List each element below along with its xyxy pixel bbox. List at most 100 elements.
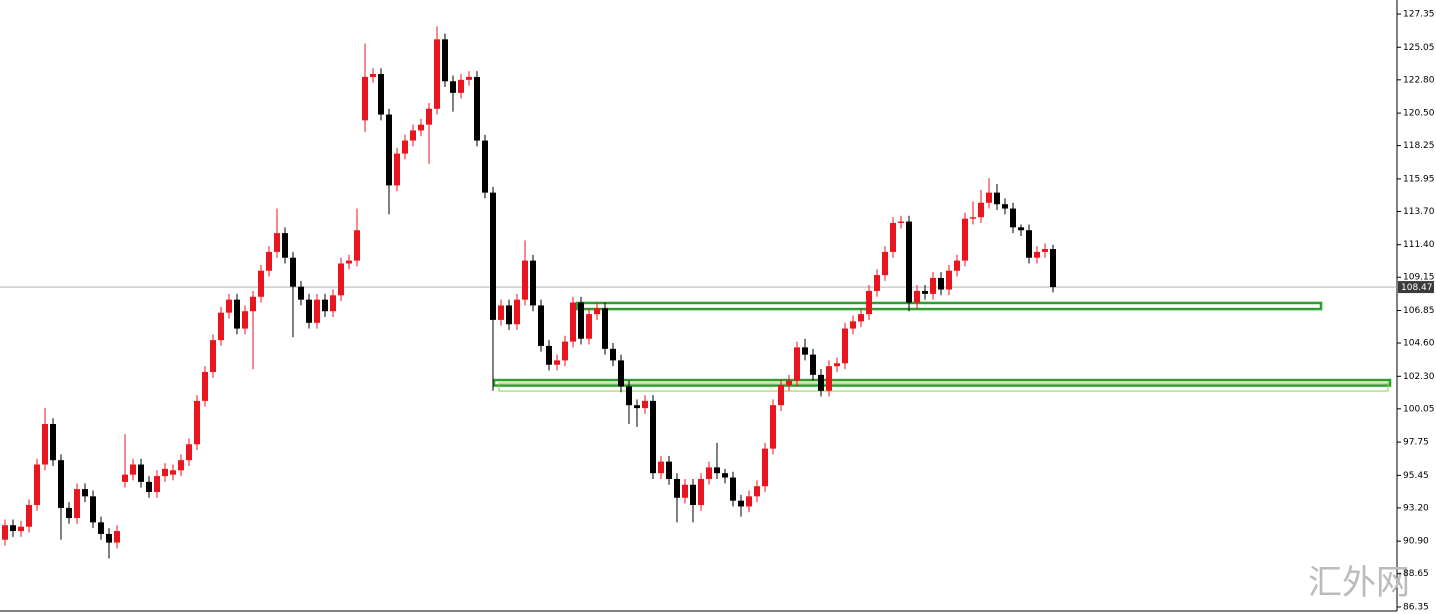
y-tick-label: 109.15 (1403, 273, 1435, 283)
candle-body (354, 230, 360, 261)
candle-body (954, 260, 960, 271)
candle-body (978, 202, 984, 218)
candle-body (522, 260, 528, 300)
candle-body (1010, 208, 1016, 228)
y-tick-label: 111.40 (1403, 240, 1435, 250)
candle-body (858, 314, 864, 322)
candle-body (306, 299, 312, 323)
current-price-box (1398, 281, 1434, 294)
candle-body (50, 424, 56, 461)
candle-body (650, 400, 656, 474)
candle-body (490, 192, 496, 320)
candle-body (386, 114, 392, 186)
candle-body (850, 321, 856, 329)
candle-body (82, 489, 88, 497)
watermark: 汇外网 (1308, 563, 1410, 603)
candle-body (698, 478, 704, 506)
candle-body (514, 299, 520, 325)
candle-body (90, 496, 96, 523)
candle-body (130, 464, 136, 475)
candle-body (458, 79, 464, 93)
y-tick-label: 106.85 (1403, 306, 1435, 316)
candle-body (746, 496, 752, 507)
y-tick-label: 90.90 (1403, 537, 1429, 547)
candle-body (434, 39, 440, 109)
candle-body (122, 474, 128, 482)
y-tick-label: 125.05 (1403, 43, 1435, 53)
candle-body (282, 233, 288, 258)
candle-body (706, 467, 712, 479)
zone (575, 301, 1323, 311)
candle-body (402, 140, 408, 154)
candle-body (994, 192, 1000, 205)
candle-body (1018, 227, 1024, 231)
candle-body (498, 305, 504, 320)
candle-body (890, 223, 896, 252)
candle-body (1050, 249, 1056, 288)
candle-body (738, 500, 744, 507)
y-tick-label: 102.30 (1403, 372, 1435, 382)
candle-body (778, 384, 784, 406)
candle-body (466, 76, 472, 80)
candle-body (658, 461, 664, 474)
candle-body (578, 302, 584, 339)
zone (492, 378, 1392, 387)
candle-body (722, 473, 728, 478)
candle-body (530, 260, 536, 306)
candle-body (2, 525, 8, 540)
candle-body (674, 478, 680, 498)
candle-body (114, 531, 120, 543)
candle-body (450, 81, 456, 93)
candle-body (842, 328, 848, 364)
candle-body (538, 305, 544, 346)
candle-body (554, 360, 560, 365)
candle-body (874, 275, 880, 291)
candle-body (602, 308, 608, 349)
candle-body (210, 340, 216, 372)
candle-body (610, 348, 616, 361)
candle-body (170, 470, 176, 475)
candle-body (986, 192, 992, 203)
candle-body (586, 314, 592, 339)
candle-body (506, 305, 512, 325)
candle-body (162, 468, 168, 477)
candle-body (98, 522, 104, 534)
candle-body (178, 460, 184, 471)
y-tick-label: 113.70 (1403, 207, 1435, 217)
candle-body (914, 290, 920, 303)
candle-body (938, 277, 944, 290)
candle-body (394, 153, 400, 186)
candle-body (834, 363, 840, 367)
candle-body (234, 299, 240, 329)
candle-body (154, 476, 160, 492)
candle-body (810, 354, 816, 375)
candle-body (794, 347, 800, 381)
candle-body (906, 221, 912, 303)
candle-body (818, 374, 824, 391)
y-tick-label: 88.65 (1403, 569, 1429, 579)
zone (498, 382, 1389, 392)
candle-body (226, 299, 232, 313)
y-tick-label: 93.20 (1403, 503, 1429, 513)
candle-body (194, 400, 200, 445)
candle-body (594, 308, 600, 315)
candle-body (314, 299, 320, 323)
candle-body (826, 366, 832, 391)
candle-body (218, 312, 224, 341)
candle-body (682, 484, 688, 498)
candle-body (442, 39, 448, 82)
candle-body (338, 263, 344, 296)
candle-body (882, 251, 888, 276)
y-tick-label: 104.60 (1403, 339, 1435, 349)
y-tick-label: 97.75 (1403, 438, 1429, 448)
y-tick-label: 115.95 (1403, 174, 1435, 184)
y-tick-label: 127.35 (1403, 10, 1435, 20)
candle-body (474, 76, 480, 141)
candle-body (322, 299, 328, 312)
candle-body (426, 108, 432, 125)
candle-body (202, 371, 208, 401)
candle-body (42, 424, 48, 465)
candle-body (970, 217, 976, 219)
candle-body (930, 277, 936, 294)
